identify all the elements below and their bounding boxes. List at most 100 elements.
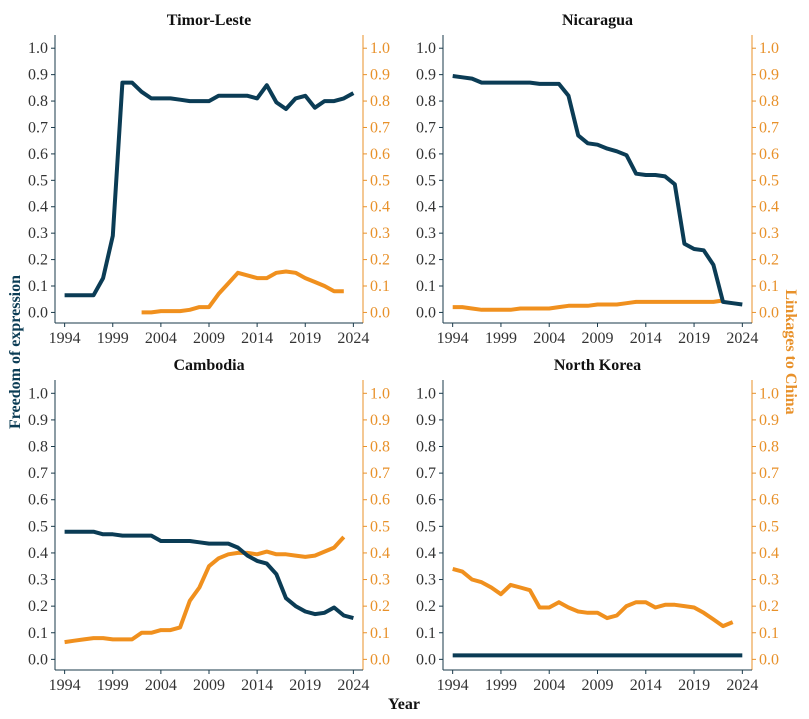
y-tick-label-right: 0.7 — [370, 465, 390, 482]
y-tick-label-right: 0.5 — [370, 518, 390, 535]
y-tick-label-left: 0.5 — [28, 172, 48, 189]
x-tick-label: 1999 — [97, 330, 129, 347]
y-tick-label-left: 0.0 — [28, 304, 48, 321]
y-tick-label-right: 0.4 — [759, 545, 779, 562]
y-tick-label-right: 0.6 — [759, 492, 779, 509]
y-tick-label-right: 0.6 — [370, 146, 390, 163]
y-tick-label-left: 0.1 — [416, 625, 436, 642]
y-tick-label-left: 0.7 — [28, 119, 48, 136]
y-tick-label-right: 0.4 — [370, 545, 390, 562]
y-tick-label-left: 0.2 — [416, 252, 436, 269]
x-tick-label: 1999 — [485, 677, 517, 694]
y-tick-label-left: 1.0 — [416, 40, 436, 57]
y-tick-label-right: 0.3 — [370, 225, 390, 242]
y-tick-label-left: 0.8 — [28, 439, 48, 456]
y-tick-label-right: 0.3 — [370, 572, 390, 589]
y-tick-label-right: 0.4 — [759, 199, 779, 216]
y-tick-label-right: 0.7 — [759, 119, 779, 136]
y-tick-label-left: 0.4 — [416, 545, 436, 562]
linkages-line — [64, 535, 346, 645]
y-tick-label-left: 0.8 — [28, 93, 48, 110]
x-tick-label: 2004 — [533, 677, 565, 694]
y-tick-label-right: 0.0 — [370, 304, 390, 321]
y-tick-label-left: 0.3 — [28, 225, 48, 242]
y-tick-label-right: 0.1 — [759, 278, 779, 295]
freedom-line — [64, 80, 355, 298]
y-tick-label-right: 0.7 — [370, 119, 390, 136]
y-tick-label-right: 0.6 — [370, 492, 390, 509]
panel-title: North Korea — [554, 357, 641, 374]
y-tick-label-right: 1.0 — [759, 385, 779, 402]
y-tick-label-left: 0.5 — [28, 518, 48, 535]
y-tick-label-left: 0.7 — [416, 465, 436, 482]
linkages-line — [452, 566, 734, 629]
x-tick-label: 2004 — [145, 330, 177, 347]
y-tick-label-right: 0.0 — [759, 304, 779, 321]
y-tick-label-right: 0.1 — [370, 278, 390, 295]
y-tick-label-right: 0.3 — [759, 572, 779, 589]
x-tick-label: 1994 — [437, 677, 469, 694]
y-tick-label-right: 1.0 — [759, 40, 779, 57]
panel-1: Nicaragua 0.0 0.0 0.1 0.1 0.2 0.2 0.3 0.3 0.4 0.4 0… — [416, 12, 779, 347]
y-tick-label-left: 0.6 — [28, 146, 48, 163]
x-tick-label: 2009 — [193, 330, 225, 347]
x-tick-label: 2019 — [678, 677, 710, 694]
x-tick-label: 2009 — [582, 677, 614, 694]
y-tick-label-left: 1.0 — [28, 385, 48, 402]
x-tick-label: 2009 — [582, 330, 614, 347]
y-tick-label-left: 0.7 — [416, 119, 436, 136]
y-tick-label-right: 0.6 — [759, 146, 779, 163]
y-tick-label-left: 0.5 — [416, 518, 436, 535]
y-tick-label-right: 0.9 — [370, 67, 390, 84]
y-tick-label-left: 0.6 — [416, 146, 436, 163]
x-tick-label: 1994 — [49, 330, 81, 347]
x-tick-label: 1999 — [97, 677, 129, 694]
y-tick-label-left: 0.9 — [416, 67, 436, 84]
y-tick-label-right: 0.8 — [759, 439, 779, 456]
y-tick-label-left: 0.0 — [28, 651, 48, 668]
y-tick-label-left: 0.0 — [416, 651, 436, 668]
y-tick-label-right: 0.3 — [759, 225, 779, 242]
y-tick-label-left: 0.8 — [416, 93, 436, 110]
x-tick-label: 2009 — [193, 677, 225, 694]
y-tick-label-left: 0.7 — [28, 465, 48, 482]
x-tick-label: 2019 — [289, 330, 321, 347]
freedom-line — [452, 74, 743, 307]
x-axis-label: Year — [388, 696, 420, 713]
y-tick-label-right: 0.5 — [759, 518, 779, 535]
y-tick-label-left: 1.0 — [28, 40, 48, 57]
y-tick-label-left: 0.3 — [416, 572, 436, 589]
y-tick-label-left: 0.4 — [416, 199, 436, 216]
y-tick-label-left: 0.1 — [28, 278, 48, 295]
panel-title: Cambodia — [173, 357, 244, 374]
y-tick-label-right: 0.1 — [370, 625, 390, 642]
y-tick-label-right: 0.4 — [370, 199, 390, 216]
y-tick-label-right: 0.2 — [759, 598, 779, 615]
y-tick-label-left: 0.1 — [416, 278, 436, 295]
freedom-line — [64, 529, 354, 621]
panel-3: North Korea 0.0 0.0 0.1 0.1 0.2 0.2 0.3 0.3 0.4 0.… — [416, 357, 779, 694]
x-tick-label: 1999 — [485, 330, 517, 347]
y-tick-label-left: 0.2 — [28, 598, 48, 615]
y-tick-label-right: 0.1 — [759, 625, 779, 642]
y-tick-label-left: 1.0 — [416, 385, 436, 402]
y-tick-label-left: 0.4 — [28, 199, 48, 216]
panel-title: Timor-Leste — [167, 12, 251, 29]
x-tick-label: 2014 — [241, 330, 273, 347]
x-tick-label: 2019 — [678, 330, 710, 347]
y-tick-label-right: 0.9 — [370, 412, 390, 429]
y-tick-label-left: 0.4 — [28, 545, 48, 562]
y-tick-label-right: 0.0 — [759, 651, 779, 668]
y-tick-label-left: 0.9 — [416, 412, 436, 429]
y-axis-label-left: Freedom of expression — [7, 275, 24, 429]
x-tick-label: 2024 — [726, 677, 758, 694]
y-tick-label-right: 0.2 — [370, 598, 390, 615]
panel-0: Timor-Leste 0.0 0.0 0.1 0.1 0.2 0.2 0.3 0.3 0.4 0.… — [28, 12, 390, 347]
y-tick-label-left: 0.1 — [28, 625, 48, 642]
y-tick-label-left: 0.9 — [28, 67, 48, 84]
y-tick-label-left: 0.3 — [416, 225, 436, 242]
x-tick-label: 2004 — [533, 330, 565, 347]
panel-title: Nicaragua — [562, 12, 633, 29]
y-tick-label-right: 0.0 — [370, 651, 390, 668]
